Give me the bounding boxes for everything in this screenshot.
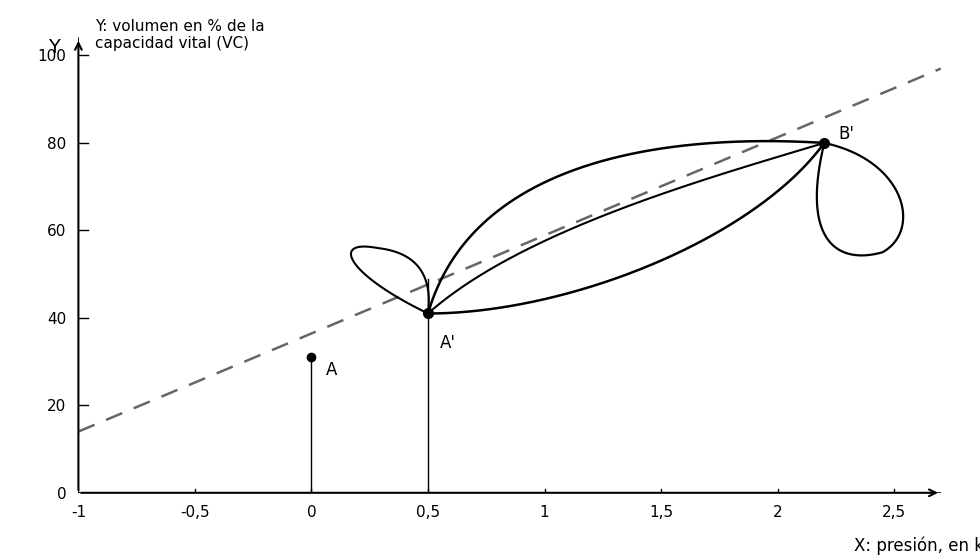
Text: Y: Y [48,38,60,57]
Text: Y: volumen en % de la
capacidad vital (VC): Y: volumen en % de la capacidad vital (V… [95,18,265,51]
Text: X: presión, en kPa: X: presión, en kPa [855,536,980,555]
Text: A': A' [440,334,456,352]
Text: B': B' [838,124,855,143]
Text: A: A [325,361,337,379]
